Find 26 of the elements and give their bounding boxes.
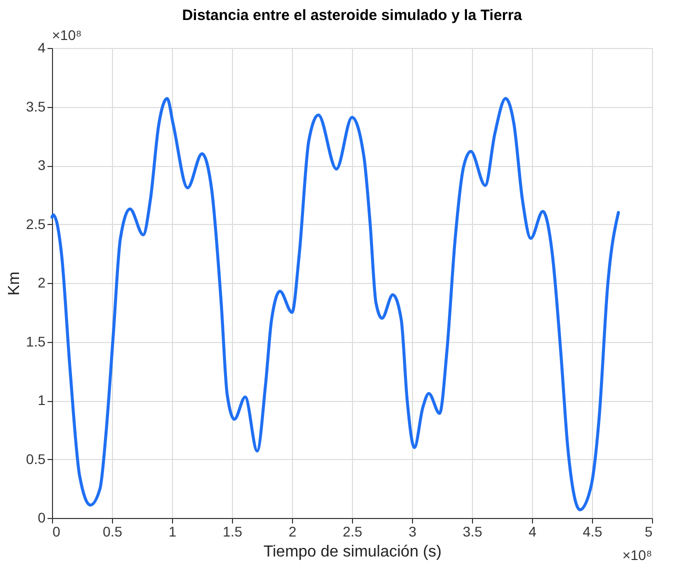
x-tick-label: 0 xyxy=(52,524,60,540)
y-tick-label: 3 xyxy=(38,157,46,173)
x-tick-label: 2 xyxy=(288,524,297,540)
y-tick-label: 3.5 xyxy=(26,98,46,114)
chart-title: Distancia entre el asteroide simulado y la Tierra xyxy=(182,7,523,24)
y-tick-label: 4 xyxy=(38,40,46,56)
x-tick-label: 3 xyxy=(408,524,417,540)
text: ×10⁸ xyxy=(52,27,82,43)
y-tick-label: 1.5 xyxy=(26,333,46,350)
y-tick-label: 2.5 xyxy=(26,216,46,232)
x-tick-label: 4 xyxy=(528,524,537,540)
x-tick-label: 4.5 xyxy=(582,524,602,540)
y-axis-title: Km xyxy=(6,272,24,296)
text: ×10⁸ xyxy=(622,547,652,563)
x-tick-label: 1.5 xyxy=(222,524,242,540)
x-tick-label: 5 xyxy=(644,524,653,540)
x-tick-label: 1 xyxy=(168,524,177,540)
x-axis-title: Tiempo de simulación (s) xyxy=(263,544,442,560)
x-tick-label: 2.5 xyxy=(342,524,362,540)
x-tick-label: 0.5 xyxy=(102,524,122,540)
y-tick-label: 0.5 xyxy=(26,450,46,467)
line-series xyxy=(50,97,620,512)
y-tick-label: 1 xyxy=(38,392,46,408)
y-tick-label: 0 xyxy=(38,510,46,526)
x-tick-label: 3.5 xyxy=(462,524,482,540)
y-tick-label: 2 xyxy=(38,274,46,290)
